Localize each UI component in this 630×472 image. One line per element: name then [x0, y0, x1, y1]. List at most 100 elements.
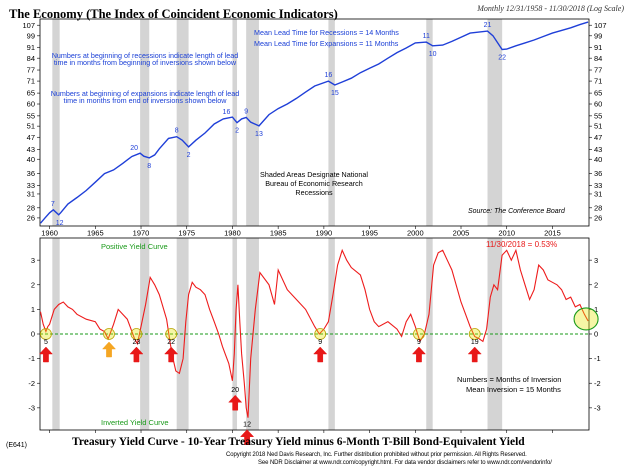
red-arrow	[129, 346, 144, 363]
top-y-tick-label-left: 99	[27, 31, 35, 40]
note-recessions: Numbers at beginning of recessions indic…	[51, 51, 239, 68]
x-tick-label: 1980	[224, 229, 241, 238]
x-tick-label: 1975	[178, 229, 195, 238]
bottom-y-tick-label-left: 3	[31, 256, 35, 265]
bottom-y-tick-label-left: 1	[31, 305, 35, 314]
x-tick-label: 1995	[361, 229, 378, 238]
lead-time-label: 10	[429, 51, 437, 58]
x-tick-label: 1990	[316, 229, 333, 238]
red-arrow	[228, 394, 243, 411]
inversion-marker	[40, 328, 52, 340]
top-y-tick-label-left: 71	[27, 77, 35, 86]
top-plot-frame	[39, 18, 590, 227]
x-tick-label: 2015	[544, 229, 561, 238]
inversion-marker	[165, 328, 178, 340]
bottom-chart-title: Treasury Yield Curve - 10-Year Treasury …	[72, 436, 525, 448]
top-y-tick-label-left: 40	[27, 155, 35, 164]
latest-value-marker	[573, 307, 599, 331]
copyright-text: Copyright 2018 Ned Davis Research, Inc. …	[226, 452, 527, 458]
top-y-tick-label-left: 36	[27, 169, 35, 178]
top-y-tick-label-left: 43	[27, 145, 35, 154]
inversion-months-label: 22	[167, 339, 175, 346]
x-tick-label: 1985	[270, 229, 287, 238]
bottom-y-tick-label-left: 2	[31, 280, 35, 289]
positive-yield-label: Positive Yield Curve	[101, 242, 168, 251]
top-recession-shade	[487, 19, 503, 226]
lead-time-label: 16	[325, 72, 333, 79]
top-y-tick-label-left: 26	[27, 214, 35, 223]
top-chart-subtitle: Monthly 12/31/1958 - 11/30/2018 (Log Sca…	[477, 4, 624, 13]
top-y-tick-label-right: 47	[594, 133, 602, 142]
bottom-y-tick-label-right: 1	[594, 305, 598, 314]
bottom-recession-shade	[140, 238, 150, 430]
inversion-months-label: 9	[417, 339, 421, 346]
bottom-y-tick-label-left: -3	[28, 403, 35, 412]
top-y-tick-label-left: 65	[27, 89, 35, 98]
top-recession-shade	[426, 19, 433, 226]
inversion-months-label: 23	[133, 339, 141, 346]
lead-time-label: 22	[498, 55, 506, 62]
x-tick-label: 2005	[453, 229, 470, 238]
top-y-tick-label-left: 33	[27, 181, 35, 190]
x-tick-label: 1965	[87, 229, 104, 238]
inversion-marker	[413, 328, 425, 340]
index-series-line	[39, 21, 589, 224]
red-arrow	[240, 429, 255, 445]
top-recession-shade	[176, 19, 189, 226]
lead-time-label: 11	[423, 33, 430, 40]
lead-time-label: 16	[223, 109, 231, 116]
top-y-tick-label-left: 77	[27, 66, 35, 75]
inversion-months-label: 9	[318, 339, 322, 346]
top-y-tick-label-left: 84	[27, 54, 35, 63]
lead-time-label: 15	[331, 90, 339, 97]
bottom-recession-shade	[487, 238, 503, 430]
top-y-tick-label-right: 36	[594, 169, 602, 178]
x-tick-label: 1960	[41, 229, 58, 238]
mean-lead-recessions: Mean Lead Time for Recessions = 14 Month…	[254, 28, 399, 37]
top-y-tick-label-right: 40	[594, 155, 602, 164]
top-y-tick-label-left: 31	[27, 190, 35, 199]
lead-time-label: 8	[147, 163, 151, 170]
source-note: Source: The Conference Board	[468, 208, 565, 215]
top-y-tick-label-right: 33	[594, 181, 602, 190]
top-y-tick-label-right: 31	[594, 190, 602, 199]
top-y-tick-label-left: 51	[27, 122, 35, 131]
top-y-tick-label-right: 65	[594, 89, 602, 98]
red-arrow	[313, 346, 328, 363]
bottom-y-tick-label-right: 2	[594, 280, 598, 289]
top-y-tick-label-left: 107	[22, 21, 35, 30]
inverted-yield-label: Inverted Yield Curve	[101, 418, 169, 427]
red-arrow	[467, 346, 482, 363]
chart-code: (E641)	[6, 442, 28, 449]
mean-lead-expansions: Mean Lead Time for Expansions = 11 Month…	[254, 39, 399, 48]
lead-time-label: 8	[175, 128, 179, 135]
bottom-y-tick-label-right: -1	[594, 354, 601, 363]
top-y-tick-label-right: 84	[594, 54, 602, 63]
top-recession-shade	[232, 19, 238, 226]
top-y-tick-label-right: 91	[594, 43, 602, 52]
bottom-y-tick-label-right: 0	[594, 330, 598, 339]
inversion-marker	[103, 328, 115, 340]
inversion-marker	[314, 328, 327, 340]
bottom-y-tick-label-left: -2	[28, 379, 35, 388]
x-tick-label: 2010	[498, 229, 515, 238]
inversion-note-2: Mean Inversion = 15 Months	[466, 385, 561, 394]
top-y-tick-label-right: 26	[594, 214, 602, 223]
top-y-tick-label-right: 107	[594, 21, 607, 30]
top-y-tick-label-left: 28	[27, 203, 35, 212]
inversion-note-1: Numbers = Months of Inversion	[457, 375, 562, 384]
top-y-tick-label-right: 55	[594, 111, 602, 120]
latest-value-label: 11/30/2018 = 0.53%	[486, 240, 558, 249]
note-expansions: Numbers at beginning of expansions indic…	[50, 89, 240, 106]
lead-time-label: 12	[56, 220, 64, 227]
bottom-y-tick-label-right: -2	[594, 379, 601, 388]
top-chart-title: The Economy (The Index of Coincident Eco…	[9, 7, 338, 21]
shaded-areas-note: Shaded Areas Designate National Bureau o…	[260, 170, 368, 197]
top-recession-shade	[328, 19, 335, 226]
inversion-marker	[130, 328, 143, 340]
bottom-recession-shade	[426, 238, 433, 430]
top-y-tick-label-right: 99	[594, 31, 602, 40]
disclaimer-text: See NDR Disclaimer at www.ndr.com/copyri…	[258, 460, 552, 466]
